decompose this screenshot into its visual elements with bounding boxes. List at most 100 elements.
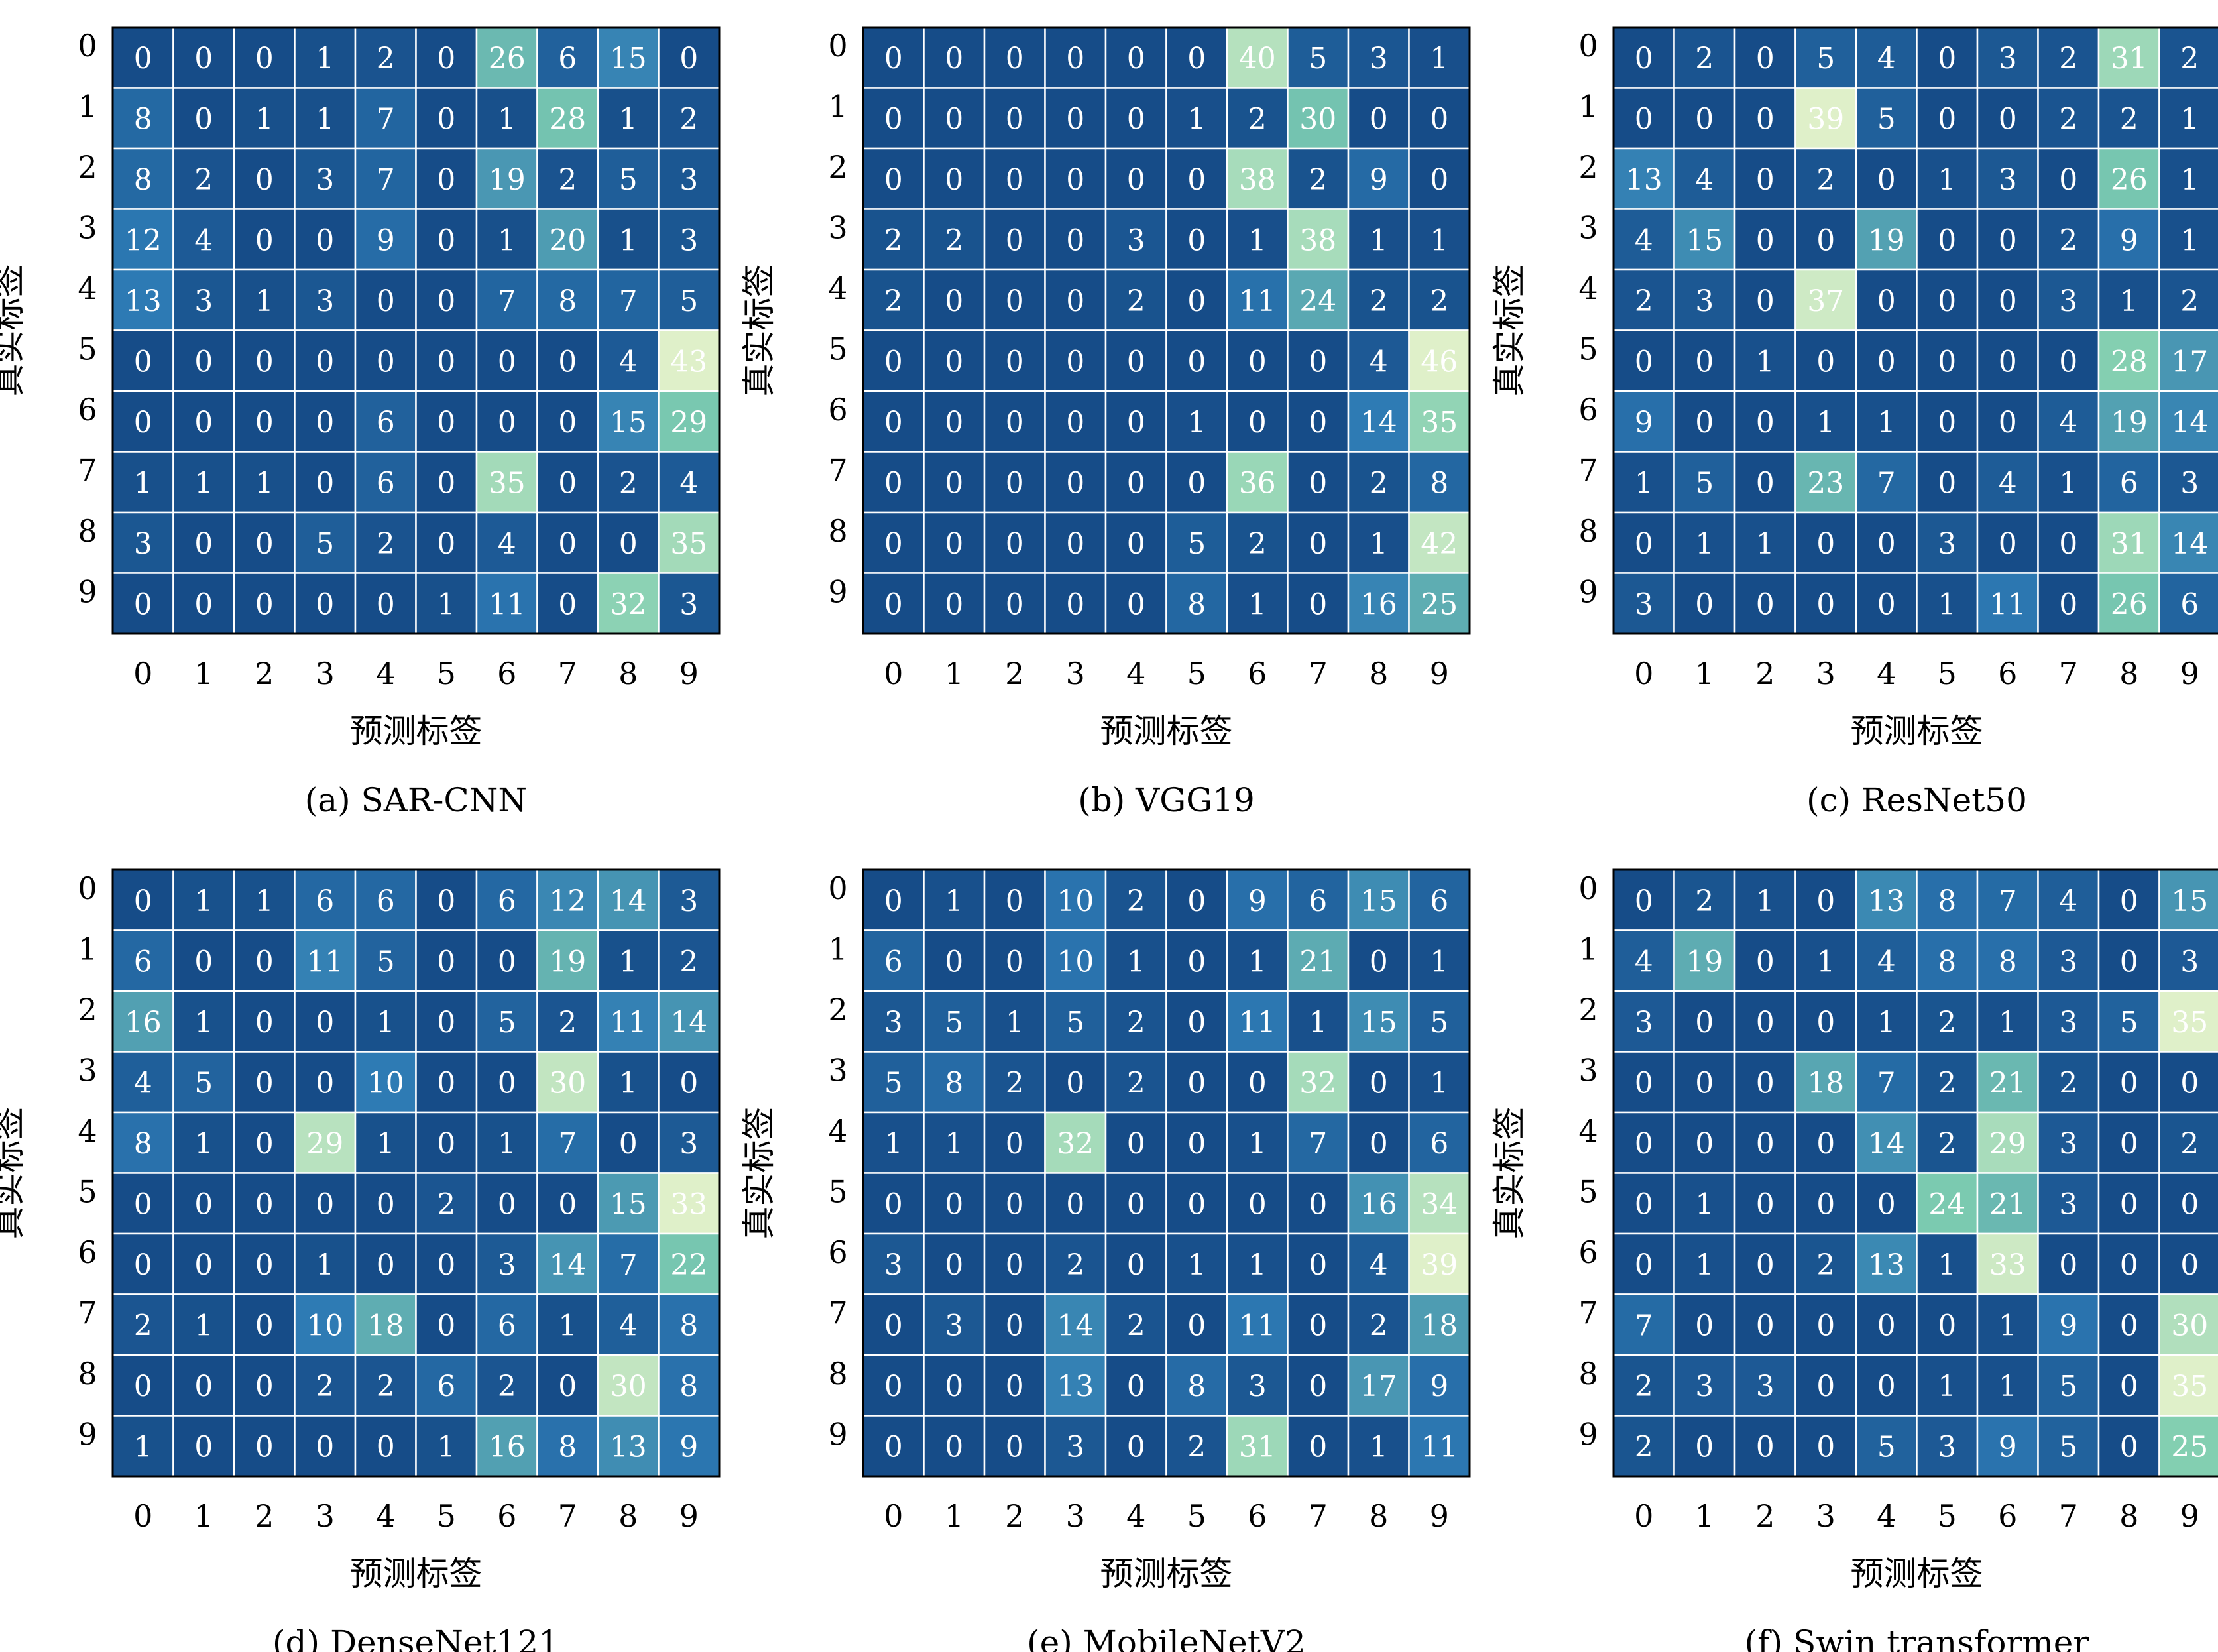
heatmap-cell [1408, 1111, 1471, 1174]
heatmap-cell [2158, 1111, 2218, 1174]
cell-value-label: 0 [1877, 284, 1896, 318]
cell-value-label: 24 [1928, 1187, 1965, 1221]
cell-value-label: 0 [1695, 1066, 1714, 1100]
x-tick-label: 8 [1369, 656, 1388, 691]
cell-value-label: 3 [1756, 1370, 1775, 1403]
cell-value-label: 16 [1360, 1187, 1397, 1221]
heatmap-cell [1916, 87, 1979, 150]
cell-value-label: 0 [1816, 884, 1835, 918]
cell-value-label: 0 [377, 1430, 395, 1464]
x-tick-label: 7 [558, 1498, 577, 1534]
cell-value-label: 4 [2059, 406, 2077, 440]
y-tick-label: 9 [1578, 573, 1598, 609]
cell-value-label: 5 [1877, 1430, 1896, 1464]
cell-value-label: 0 [884, 1430, 903, 1464]
x-axis-label: 预测标签 [1851, 1555, 1983, 1593]
cell-value-label: 6 [377, 884, 395, 918]
cell-value-label: 1 [1248, 223, 1267, 257]
heatmap-frame [862, 868, 1471, 1478]
x-tick-label: 5 [1938, 656, 1957, 691]
heatmap-cell [536, 451, 599, 514]
cell-value-label: 35 [2171, 1370, 2208, 1403]
cell-value-label: 7 [619, 1248, 638, 1282]
x-tick-label: 9 [679, 656, 699, 691]
cell-value-label: 0 [134, 884, 152, 918]
heatmap-cell [415, 208, 478, 271]
cell-value-label: 0 [1127, 42, 1145, 76]
heatmap-cell [1104, 147, 1167, 210]
heatmap-cell [923, 87, 986, 150]
cell-value-label: 11 [489, 587, 526, 621]
heatmap-cell [294, 511, 357, 574]
heatmap-cell [172, 511, 235, 574]
heatmap-cell [111, 1111, 174, 1174]
heatmap-cell [2037, 451, 2100, 514]
cell-value-label: 4 [498, 527, 516, 561]
heatmap-cell [2097, 87, 2160, 150]
cell-value-label: 0 [1127, 1370, 1145, 1403]
cell-value-label: 0 [1938, 102, 1956, 136]
heatmap-cell [1104, 1172, 1167, 1235]
heatmap-cell [1347, 929, 1410, 992]
heatmap-cell [1916, 268, 1979, 331]
heatmap-cell [923, 1051, 986, 1114]
heatmap-cell [1612, 868, 1675, 931]
heatmap-cell [1673, 451, 1736, 514]
x-tick-label: 9 [2180, 1498, 2199, 1534]
cell-value-label: 0 [1430, 163, 1448, 197]
cell-value-label: 1 [437, 1430, 455, 1464]
cell-value-label: 0 [2120, 1248, 2138, 1282]
cell-value-label: 16 [125, 1006, 162, 1039]
heatmap-cell [658, 268, 721, 331]
cell-value-label: 43 [670, 345, 707, 379]
cell-value-label: 3 [679, 884, 698, 918]
cell-value-label: 4 [1999, 466, 2017, 500]
cell-value-label: 0 [1816, 527, 1835, 561]
cell-value-label: 13 [1868, 884, 1905, 918]
cell-value-label: 16 [1360, 587, 1397, 621]
heatmap-cell [475, 1232, 538, 1295]
heatmap-cell [172, 1293, 235, 1356]
cell-value-label: 1 [619, 945, 638, 978]
cell-value-label: 1 [1309, 1006, 1327, 1039]
cell-value-label: 0 [2120, 884, 2138, 918]
cell-value-label: 2 [1695, 884, 1714, 918]
cell-value-label: 0 [884, 42, 903, 76]
heatmap-cell [1165, 1293, 1228, 1356]
x-tick-label: 8 [1369, 1498, 1388, 1534]
y-tick-label: 6 [78, 1234, 97, 1270]
cell-value-label: 0 [1635, 345, 1653, 379]
cell-value-label: 2 [2059, 42, 2077, 76]
cell-value-label: 0 [1999, 284, 2017, 318]
cell-value-label: 0 [255, 587, 274, 621]
cell-value-label: 3 [194, 284, 213, 318]
cell-value-label: 6 [377, 406, 395, 440]
cell-value-label: 0 [1187, 1006, 1206, 1039]
y-tick-label: 6 [1578, 1234, 1598, 1270]
heatmap-cell [923, 390, 986, 453]
cell-value-label: 0 [1006, 42, 1024, 76]
heatmap-cell [1855, 868, 1918, 931]
cell-value-label: 0 [1370, 945, 1388, 978]
cell-value-label: 8 [945, 1066, 963, 1100]
cell-value-label: 42 [1421, 527, 1458, 561]
heatmap-cell [1408, 147, 1471, 210]
heatmap-panel-1: 0 0 0 0 0 0 40 5 3 10 0 0 0 0 1 2 30 0 00 0 0 0 0 0 38 2 9 02 2 0 0 3 0 1… [740, 26, 1471, 819]
y-tick-label: 0 [828, 870, 847, 906]
cell-value-label: 28 [549, 102, 586, 136]
cell-value-label: 1 [1430, 1066, 1448, 1100]
cell-value-label: 17 [1360, 1370, 1397, 1403]
heatmap-cell [1408, 929, 1471, 992]
cell-value-label: 0 [437, 102, 455, 136]
cell-value-label: 0 [1756, 284, 1775, 318]
cell-value-label: 0 [1187, 1066, 1206, 1100]
y-tick-label: 5 [1578, 331, 1598, 367]
panel-caption: (b) VGG19 [1078, 781, 1255, 819]
panel-caption: (e) MobileNetV2 [1027, 1623, 1306, 1652]
heatmap-cell [1165, 572, 1228, 635]
cell-value-label: 14 [670, 1006, 707, 1039]
cell-value-label: 1 [1187, 102, 1206, 136]
heatmap-cell [1673, 929, 1736, 992]
heatmap-cell [294, 147, 357, 210]
heatmap-cell [2037, 87, 2100, 150]
